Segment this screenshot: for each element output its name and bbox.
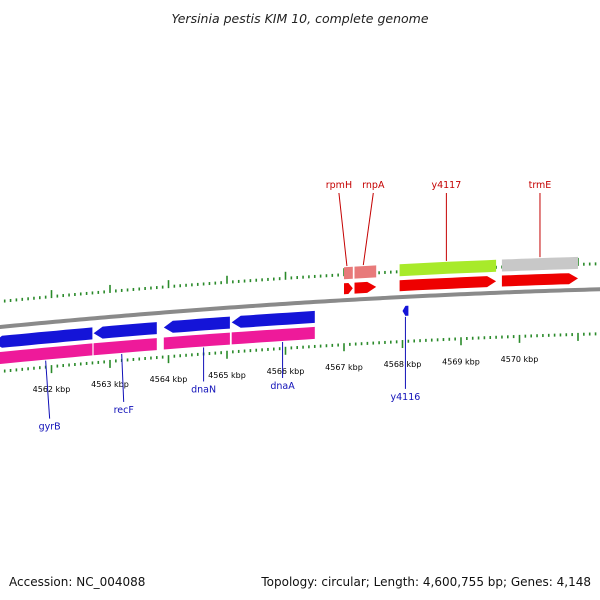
gene-rpmH-feature	[344, 266, 353, 280]
accession-label: Accession: NC_004088	[9, 575, 145, 589]
gene-label-recF: recF	[114, 405, 134, 416]
kbp-tick-label: 4567 kbp	[325, 363, 363, 372]
gene-rnpA-feature	[354, 265, 377, 279]
gene-label-dnaN: dnaN	[191, 384, 216, 395]
gene-trmE-feature	[501, 256, 578, 272]
gene-y4116-cds	[402, 305, 409, 316]
inner-tick-marks	[3, 332, 597, 374]
gene-label-y4117: y4117	[431, 180, 461, 191]
gene-dnaA-feature	[231, 326, 315, 345]
gene-dnaN-cds	[163, 316, 230, 333]
gene-gyrB-feature	[0, 343, 93, 364]
kbp-tick-label: 4565 kbp	[208, 371, 246, 380]
leader-recF	[121, 353, 125, 402]
gene-y4117-feature	[399, 259, 497, 277]
gene-recF-feature	[93, 338, 157, 356]
leader-rpmH	[338, 192, 348, 267]
gene-label-rpmH: rpmH	[326, 180, 352, 191]
gene-y4117-cds	[399, 276, 497, 292]
gene-label-y4116: y4116	[391, 392, 421, 403]
leader-rnpA	[362, 192, 374, 266]
kbp-tick-label: 4570 kbp	[501, 355, 539, 364]
map-title: Yersinia pestis KIM 10, complete genome	[171, 11, 428, 26]
gene-recF-cds	[93, 322, 157, 339]
kbp-tick-label: 4568 kbp	[384, 360, 422, 369]
gene-rpmH-cds	[344, 283, 353, 295]
kbp-tick-label: 4566 kbp	[267, 367, 305, 376]
gene-dnaA-cds	[231, 310, 315, 328]
kbp-tick-label: 4562 kbp	[33, 385, 71, 394]
kbp-tick-label: 4563 kbp	[91, 380, 129, 389]
gene-label-gyrB: gyrB	[39, 422, 61, 433]
gene-gyrB-cds	[0, 327, 93, 348]
gene-labels: rpmH rnpA y4117 trmE gyrB recF dnaN dnaA y4116	[39, 180, 552, 433]
gene-label-dnaA: dnaA	[270, 381, 295, 392]
gene-dnaN-feature	[163, 332, 230, 350]
gene-label-trmE: trmE	[529, 180, 552, 191]
genome-summary: Topology: circular; Length: 4,600,755 bp…	[260, 575, 591, 589]
leader-gyrB	[45, 360, 51, 419]
kbp-axis-labels: 4562 kbp 4563 kbp 4564 kbp 4565 kbp 4566 kbp…	[33, 355, 539, 394]
genome-backbone	[0, 287, 600, 330]
kbp-tick-label: 4569 kbp	[442, 357, 480, 366]
reverse-strand-track	[0, 305, 409, 364]
kbp-tick-label: 4564 kbp	[150, 375, 188, 384]
gene-trmE-cds	[501, 273, 578, 287]
forward-strand-track	[344, 256, 578, 295]
gene-label-rnpA: rnpA	[362, 180, 385, 191]
gene-rnpA-cds	[354, 281, 377, 294]
